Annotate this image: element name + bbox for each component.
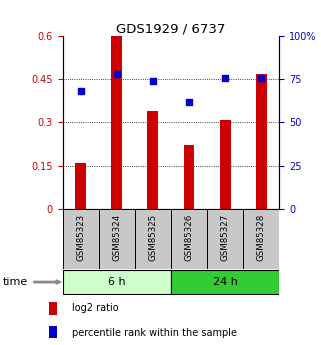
Bar [207,209,243,269]
Point [78,89,83,94]
Point [150,78,155,84]
Text: 6 h: 6 h [108,277,126,287]
Text: GSM85323: GSM85323 [76,214,85,261]
Bar [99,209,135,269]
Text: log2 ratio: log2 ratio [72,304,119,314]
Text: GSM85328: GSM85328 [257,214,266,261]
Bar [171,270,279,294]
Bar [171,209,207,269]
Text: GSM85327: GSM85327 [221,214,230,261]
Bar [49,326,56,338]
Bar [75,163,86,209]
Bar [184,146,195,209]
Text: 24 h: 24 h [213,277,238,287]
Bar [135,209,171,269]
Bar [220,120,230,209]
Bar [63,270,171,294]
Text: GSM85324: GSM85324 [112,214,121,261]
Bar [63,209,99,269]
Text: time: time [3,277,29,287]
Text: GSM85325: GSM85325 [148,214,157,261]
Point [259,75,264,80]
Bar [147,111,158,209]
Title: GDS1929 / 6737: GDS1929 / 6737 [116,22,226,35]
Bar [256,73,267,209]
Point [187,99,192,105]
Bar [243,209,279,269]
Point [114,71,119,77]
Text: GSM85326: GSM85326 [185,214,194,261]
Bar [49,302,57,315]
Bar [111,36,122,209]
Text: percentile rank within the sample: percentile rank within the sample [72,328,237,338]
Point [222,75,228,80]
